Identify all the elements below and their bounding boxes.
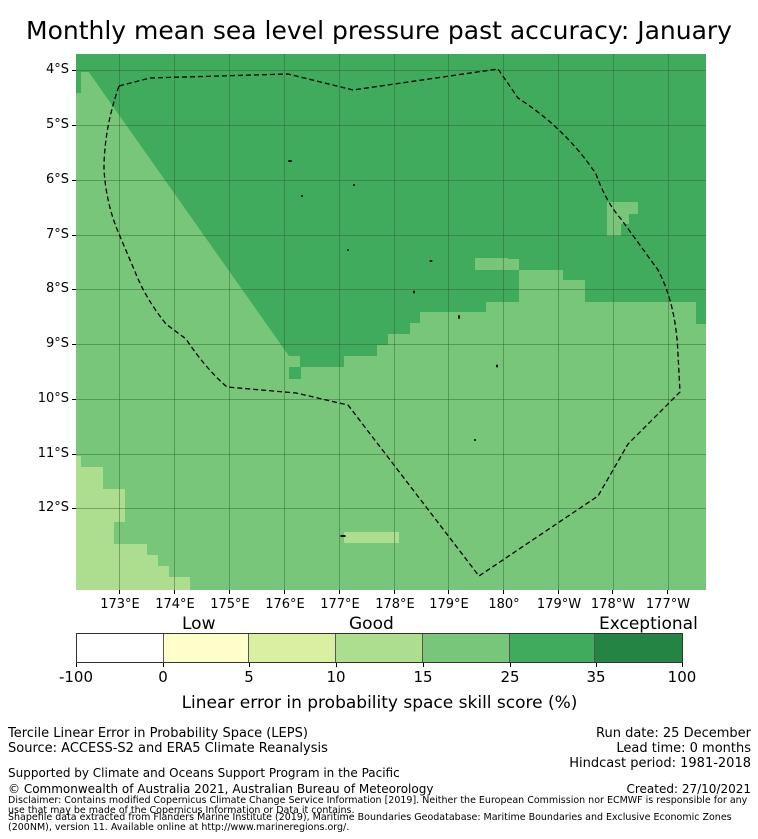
colorbar-segment <box>595 634 683 662</box>
footer-disclaimer: Disclaimer: Contains modified Copernicus… <box>8 795 748 816</box>
lon-label: 173°E <box>100 597 140 612</box>
colorbar-tickmark <box>423 663 424 667</box>
skill-region-15 <box>76 456 190 590</box>
colorbar-tick: 15 <box>413 668 433 686</box>
footer-created: Created: 27/10/2021 <box>626 782 751 796</box>
skill-map-svg <box>76 54 706 590</box>
lon-label: 177°W <box>645 597 691 612</box>
lon-tick <box>503 590 504 594</box>
legend-category-low: Low <box>182 614 216 634</box>
islands <box>288 160 498 537</box>
legend-category-good: Good <box>349 614 394 634</box>
lat-tick <box>72 235 76 236</box>
lat-label: 6°S <box>45 172 69 187</box>
colorbar-tickmark <box>163 663 164 667</box>
lon-tick <box>174 590 175 594</box>
lon-label: 179°W <box>536 597 582 612</box>
lon-tick <box>339 590 340 594</box>
lon-tick <box>229 590 230 594</box>
lat-label: 5°S <box>45 117 69 132</box>
colorbar-label: Linear error in probability space skill … <box>181 693 578 713</box>
colorbar-segment <box>422 634 510 662</box>
colorbar-tickmark <box>249 663 250 667</box>
lon-label: 180° <box>488 597 520 612</box>
skill-region-25 <box>475 258 508 270</box>
lat-tick <box>72 344 76 345</box>
colorbar-tickmark <box>76 663 77 667</box>
lat-tick <box>72 399 76 400</box>
lat-tick <box>72 125 76 126</box>
lat-label: 10°S <box>37 391 69 406</box>
colorbar-tickmark <box>596 663 597 667</box>
footer-lead-time: Lead time: 0 months <box>616 741 751 756</box>
colorbar-tick: 35 <box>586 668 606 686</box>
lon-label: 177°E <box>320 597 360 612</box>
lon-tick <box>448 590 449 594</box>
eez-boundary <box>103 68 681 577</box>
lat-tick <box>72 289 76 290</box>
colorbar <box>76 633 683 663</box>
colorbar-tickmark <box>682 663 683 667</box>
footer-method: Tercile Linear Error in Probability Spac… <box>8 726 308 741</box>
lat-tick <box>72 454 76 455</box>
lat-tick <box>72 508 76 509</box>
map-title: Monthly mean sea level pressure past acc… <box>26 16 732 45</box>
legend-category-exceptional: Exceptional <box>599 614 698 634</box>
lon-label: 176°E <box>265 597 305 612</box>
lon-tick <box>119 590 120 594</box>
lon-label: 178°W <box>590 597 636 612</box>
lat-tick <box>72 70 76 71</box>
lon-tick <box>284 590 285 594</box>
colorbar-segment <box>336 634 423 662</box>
lat-tick <box>72 180 76 181</box>
footer-shapefile: Shapefile data extracted from Flanders M… <box>8 812 732 833</box>
lat-label: 9°S <box>45 336 69 351</box>
lon-tick <box>667 590 668 594</box>
skill-region-35 <box>76 54 92 93</box>
colorbar-tick: 100 <box>667 668 697 686</box>
lon-label: 179°E <box>429 597 469 612</box>
lat-label: 8°S <box>45 281 69 296</box>
lon-tick <box>394 590 395 594</box>
colorbar-tick: 0 <box>158 668 168 686</box>
lon-label: 178°E <box>375 597 415 612</box>
lon-label: 174°E <box>155 597 195 612</box>
lat-label: 7°S <box>45 227 69 242</box>
colorbar-tick: 5 <box>244 668 254 686</box>
colorbar-segment <box>249 634 337 662</box>
skill-map <box>76 54 706 590</box>
lon-tick <box>612 590 613 594</box>
colorbar-tickmark <box>510 663 511 667</box>
graticule <box>76 54 706 590</box>
skill-region-15 <box>344 532 399 543</box>
lat-label: 12°S <box>37 500 69 515</box>
footer-run-date: Run date: 25 December <box>596 726 751 741</box>
colorbar-segment <box>77 634 164 662</box>
footer-source: Source: ACCESS-S2 and ERA5 Climate Reana… <box>8 741 328 756</box>
colorbar-tickmark <box>336 663 337 667</box>
lon-tick <box>558 590 559 594</box>
skill-region-35 <box>245 54 706 367</box>
colorbar-tick: 25 <box>500 668 520 686</box>
footer-support: Supported by Climate and Oceans Support … <box>8 766 400 780</box>
colorbar-tick: -100 <box>58 668 94 686</box>
colorbar-segment <box>163 634 250 662</box>
colorbar-tick: 10 <box>326 668 346 686</box>
lat-label: 11°S <box>37 446 69 461</box>
footer-copyright: © Commonwealth of Australia 2021, Austra… <box>8 782 434 796</box>
lat-label: 4°S <box>45 62 69 77</box>
colorbar-segment <box>509 634 596 662</box>
lon-label: 175°E <box>210 597 250 612</box>
skill-region-35 <box>245 159 421 367</box>
footer-hindcast: Hindcast period: 1981-2018 <box>569 756 751 771</box>
